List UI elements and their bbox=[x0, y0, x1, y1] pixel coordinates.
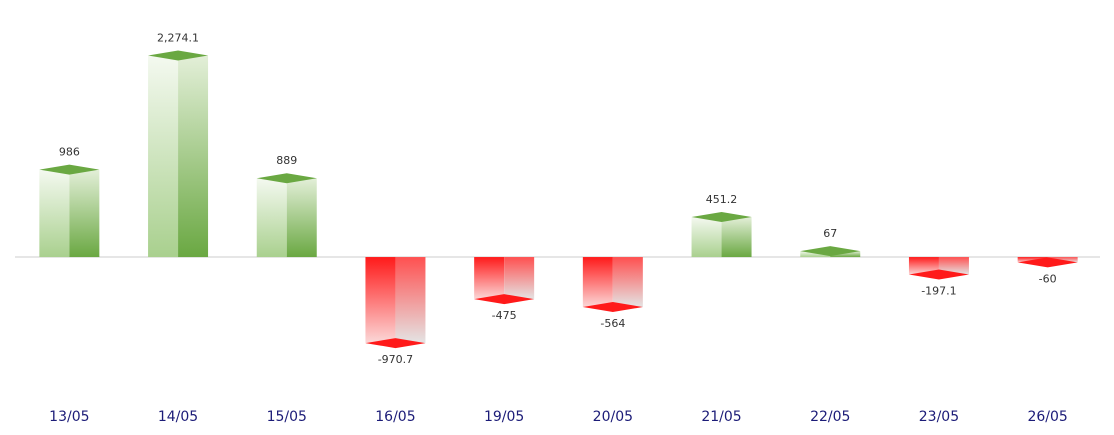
x-tick-label: 14/05 bbox=[158, 409, 198, 425]
bar bbox=[39, 169, 70, 258]
bar bbox=[800, 251, 831, 258]
x-tick-label: 21/05 bbox=[701, 409, 741, 425]
bar bbox=[691, 217, 722, 258]
bar-cap bbox=[256, 173, 317, 184]
x-tick-label: 19/05 bbox=[484, 409, 524, 425]
x-tick-label: 16/05 bbox=[375, 409, 415, 425]
bar-cap bbox=[365, 338, 426, 349]
value-label: -564 bbox=[600, 317, 625, 330]
bar bbox=[582, 257, 613, 308]
x-tick-label: 13/05 bbox=[49, 409, 89, 425]
x-tick-label: 26/05 bbox=[1027, 409, 1067, 425]
bar-side bbox=[938, 257, 969, 275]
bar-cap bbox=[691, 212, 752, 223]
value-label: 67 bbox=[823, 227, 837, 240]
x-tick-label: 23/05 bbox=[919, 409, 959, 425]
bar-side bbox=[69, 169, 100, 258]
value-label: -970.7 bbox=[378, 353, 413, 366]
bar-cap bbox=[39, 164, 100, 175]
bar-side bbox=[721, 217, 752, 258]
bar-cap bbox=[908, 269, 969, 280]
x-tick-label: 15/05 bbox=[267, 409, 307, 425]
bar-side bbox=[178, 55, 209, 258]
bar-cap bbox=[582, 302, 643, 313]
bar-cap bbox=[800, 246, 861, 257]
bar bbox=[908, 257, 939, 275]
bar-side bbox=[504, 257, 535, 300]
bar bbox=[256, 178, 287, 258]
value-label: -197.1 bbox=[921, 285, 956, 298]
bar-cap bbox=[474, 294, 535, 305]
value-label: 986 bbox=[59, 146, 80, 159]
bar-side bbox=[1047, 257, 1078, 263]
bar bbox=[1017, 257, 1048, 263]
bar bbox=[474, 257, 505, 300]
value-label: 889 bbox=[276, 154, 297, 167]
value-label: -60 bbox=[1039, 272, 1057, 285]
value-label: 451.2 bbox=[706, 193, 738, 206]
bar-cap bbox=[148, 50, 209, 61]
value-label: 2,274.1 bbox=[157, 31, 199, 44]
x-tick-label: 22/05 bbox=[810, 409, 850, 425]
value-label: -475 bbox=[492, 309, 517, 322]
bar-side bbox=[612, 257, 643, 308]
bar bbox=[365, 257, 396, 344]
bar-side bbox=[286, 178, 317, 258]
bar-cap bbox=[1017, 257, 1078, 268]
bar bbox=[148, 55, 179, 258]
bar-side bbox=[830, 251, 861, 258]
bar-side bbox=[395, 257, 426, 344]
x-tick-label: 20/05 bbox=[593, 409, 633, 425]
